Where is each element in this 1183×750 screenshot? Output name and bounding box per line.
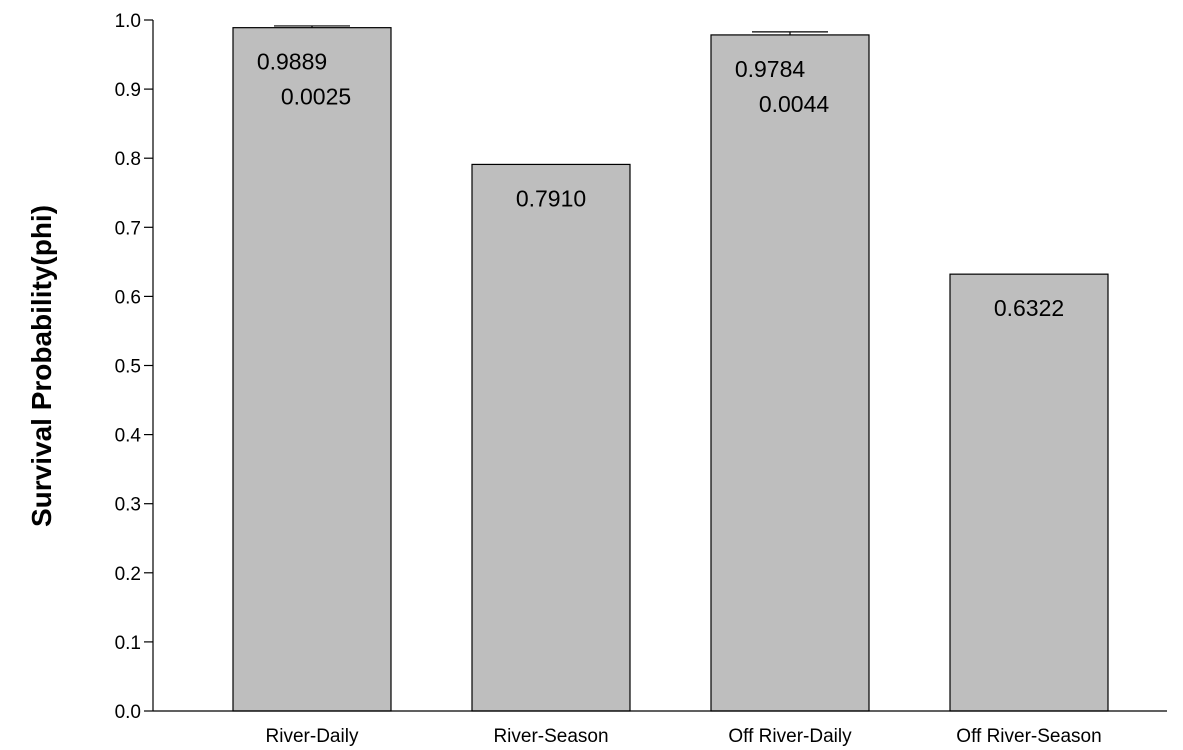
value-label: 0.7910 [516, 185, 586, 211]
x-category-label: River-Season [493, 726, 608, 747]
y-tick-label: 0.8 [115, 149, 141, 170]
y-tick-label: 0.1 [115, 633, 141, 654]
bar [710, 34, 870, 712]
bars: 0.9889 0.0025 0.7910 0.9784 0.0044 0.6322 [232, 25, 1109, 712]
bar [232, 27, 392, 712]
y-tick-label: 0.2 [115, 564, 141, 585]
x-category-label: Off River-Daily [728, 726, 852, 747]
y-tick-label: 0.9 [115, 80, 141, 101]
y-axis: 0.0 0.1 0.2 0.3 0.4 0.5 0.6 0.7 0.8 0.9 1.0 [115, 11, 154, 723]
x-category-label: Off River-Season [956, 726, 1101, 747]
error-label: 0.0025 [281, 84, 351, 110]
value-label: 0.9784 [735, 56, 806, 82]
y-tick-label: 0.4 [115, 426, 142, 447]
x-axis: River-Daily River-Season Off River-Daily Of… [153, 710, 1167, 747]
y-axis-title: Survival Probability(phi) [26, 205, 57, 527]
error-label: 0.0044 [759, 91, 830, 117]
x-category-label: River-Daily [266, 726, 359, 747]
value-label: 0.6322 [994, 295, 1064, 321]
y-tick-label: 0.7 [115, 218, 141, 239]
bar [949, 273, 1109, 712]
y-tick-label: 0.0 [115, 702, 141, 723]
value-label: 0.9889 [257, 49, 327, 75]
y-tick-label: 1.0 [115, 11, 141, 32]
y-tick-label: 0.3 [115, 495, 141, 516]
y-tick-label: 0.5 [115, 357, 141, 378]
bar [471, 163, 631, 712]
y-tick-label: 0.6 [115, 287, 141, 308]
